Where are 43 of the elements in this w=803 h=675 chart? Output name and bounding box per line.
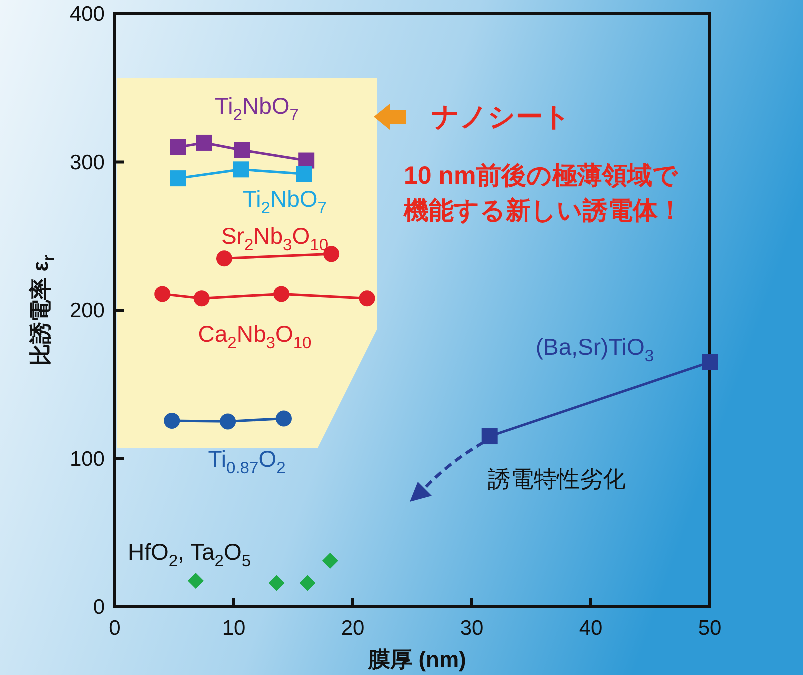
- x-tick-label: 50: [698, 617, 722, 640]
- point: [170, 139, 186, 156]
- y-tick-label: 200: [70, 300, 105, 322]
- x-tick-label: 30: [460, 617, 484, 640]
- point: [233, 162, 250, 178]
- series-label: Ti$_{2}$NbO$_{7}$: [214, 93, 300, 124]
- point: [154, 286, 171, 302]
- series-label: (Ba,Sr)TiO$_{3}$: [536, 334, 654, 366]
- point: [234, 142, 250, 158]
- point: [300, 575, 316, 592]
- series-label: HfO$_{2}$, Ta$_{2}$O$_{5}$: [128, 539, 252, 570]
- series-label: Ti$_{2}$NbO$_{7}$: [242, 186, 328, 218]
- point: [196, 134, 212, 151]
- y-tick-label: 0: [93, 596, 105, 619]
- series-label: Ti$_{0.87}$O$_{2}$: [208, 446, 286, 478]
- x-tick-label: 10: [222, 617, 246, 640]
- x-tick-label: 0: [109, 617, 121, 640]
- point: [268, 575, 285, 592]
- point: [322, 553, 338, 570]
- point: [359, 290, 376, 307]
- x-tick-label: 40: [579, 617, 603, 640]
- annotation: 機能する新しい誘電体！: [403, 197, 683, 225]
- y-tick-label: 300: [70, 151, 105, 174]
- x-tick-label: 20: [341, 617, 365, 640]
- point: [220, 414, 236, 430]
- y-tick-label: 400: [70, 3, 105, 26]
- point: [276, 410, 292, 427]
- annotation: 10 nm前後の極薄領域で: [404, 162, 680, 190]
- annotation: 誘電特性劣化: [488, 466, 626, 492]
- point: [482, 428, 498, 445]
- point: [702, 354, 718, 370]
- point: [216, 250, 232, 267]
- point: [170, 170, 186, 187]
- annotation: ナノシート: [432, 102, 571, 132]
- series-label: Ca$_{2}$Nb$_{3}$O$_{10}$: [198, 321, 312, 352]
- point: [296, 166, 312, 182]
- x-axis-title: 膜厚 (nm): [368, 647, 466, 672]
- point: [164, 412, 180, 429]
- point: [188, 573, 204, 590]
- series-label: Sr$_{2}$Nb$_{3}$O$_{10}$: [221, 223, 329, 254]
- y-tick-label: 100: [70, 448, 105, 471]
- point: [194, 290, 210, 307]
- point: [274, 286, 290, 302]
